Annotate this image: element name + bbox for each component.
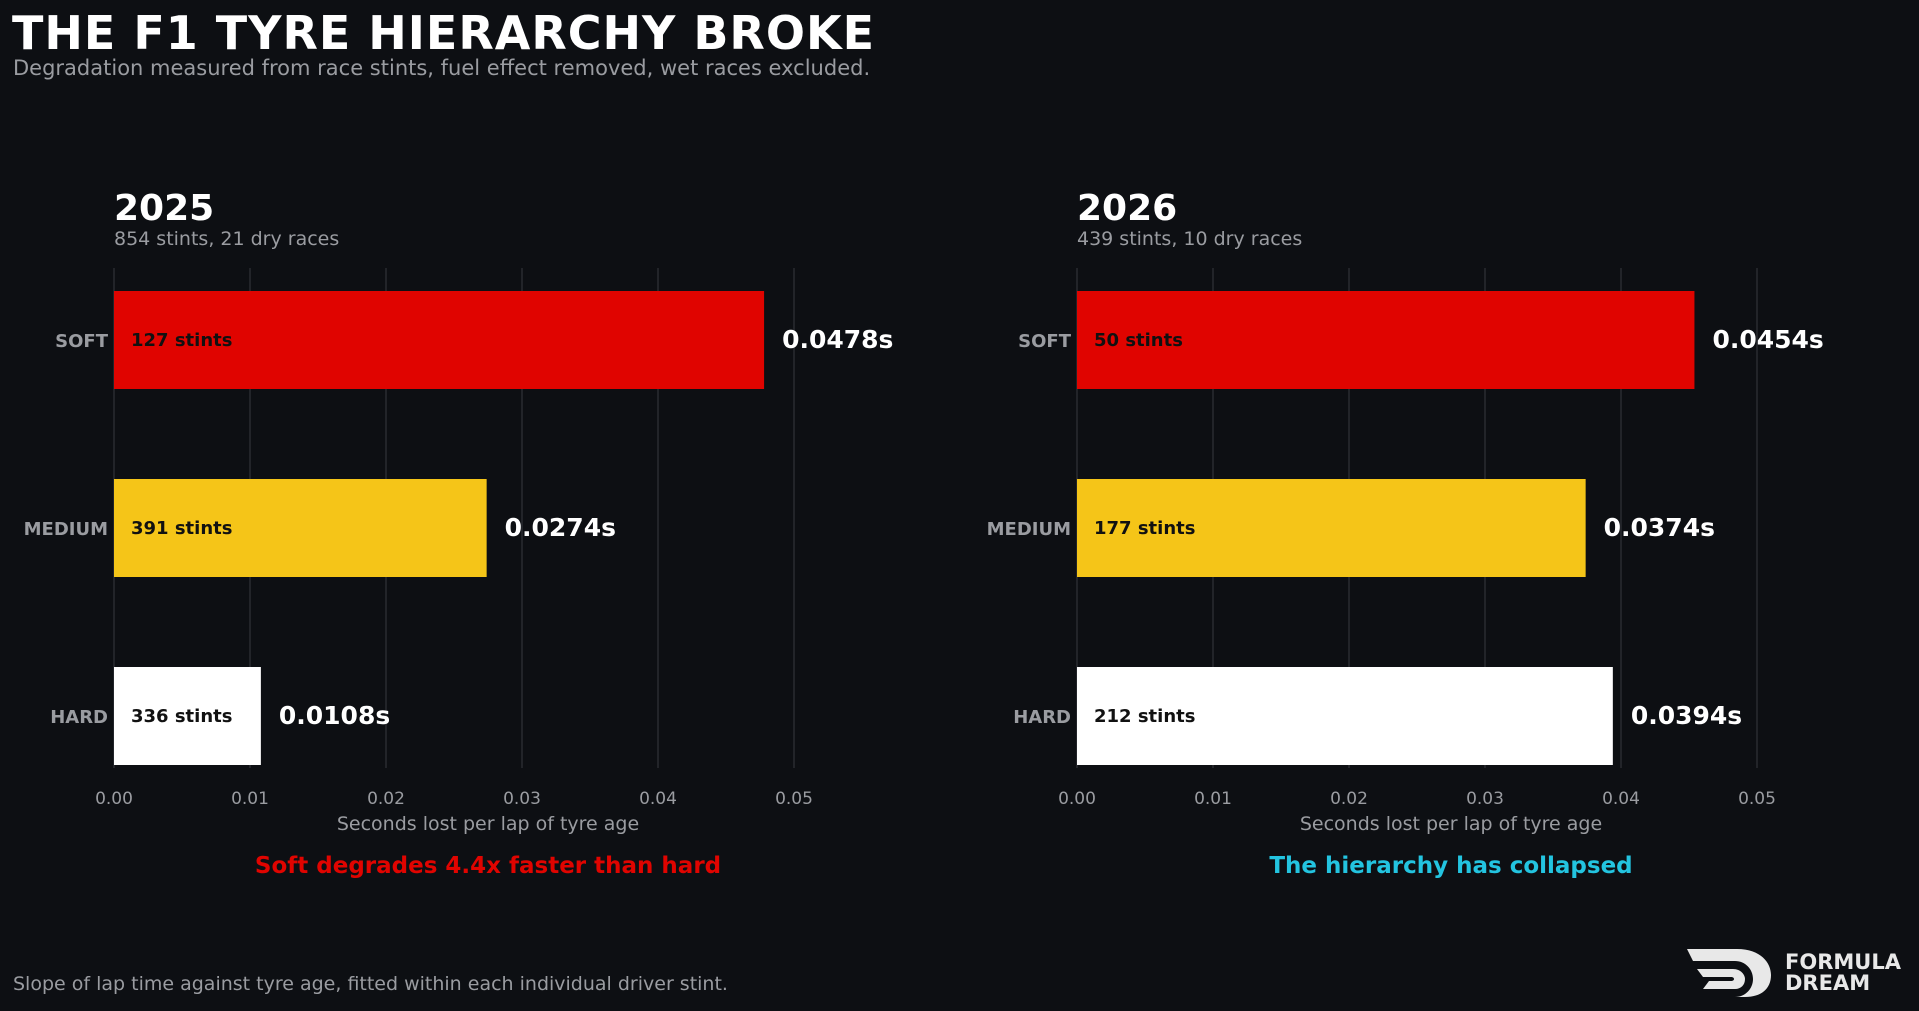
panel-title-2025: 2025 [114, 188, 214, 229]
bar-count-label-soft: 50 stints [1094, 330, 1183, 351]
x-tick-label-1: 0.01 [231, 789, 269, 809]
category-label-soft: SOFT [55, 331, 109, 352]
value-label-medium: 0.0374s [1604, 513, 1715, 542]
x-axis-label: Seconds lost per lap of tyre age [337, 813, 639, 835]
bar-count-label-hard: 336 stints [131, 706, 232, 727]
x-tick-label-2: 0.02 [367, 789, 405, 809]
bar-medium [1077, 479, 1586, 577]
chart-annotation: Soft degrades 4.4x faster than hard [255, 853, 721, 879]
panel-subtitle-2026: 439 stints, 10 dry races [1077, 228, 1302, 250]
x-tick-label-1: 0.01 [1194, 789, 1232, 809]
category-label-hard: HARD [50, 707, 108, 728]
chart-panel-2025: 2025 854 stints, 21 dry races 0.00 0.01 0.02… [0, 180, 960, 900]
x-tick-label-3: 0.03 [1466, 789, 1504, 809]
category-label-medium: MEDIUM [987, 519, 1071, 540]
x-tick-label-5: 0.05 [775, 789, 813, 809]
panel-subtitle-2025: 854 stints, 21 dry races [114, 228, 339, 250]
logo-line-1: FORMULA [1785, 950, 1901, 974]
x-tick-label-0: 0.00 [95, 789, 133, 809]
x-axis-label: Seconds lost per lap of tyre age [1300, 813, 1602, 835]
category-label-soft: SOFT [1018, 331, 1072, 352]
category-label-medium: MEDIUM [24, 519, 108, 540]
panel-title-2026: 2026 [1077, 188, 1177, 229]
x-tick-label-3: 0.03 [503, 789, 541, 809]
x-tick-label-4: 0.04 [639, 789, 677, 809]
page-title: THE F1 TYRE HIERARCHY BROKE [12, 6, 876, 60]
value-label-hard: 0.0108s [279, 701, 390, 730]
formula-dream-logo-text: FORMULA DREAM [1785, 952, 1901, 994]
value-label-medium: 0.0274s [505, 513, 616, 542]
chart-annotation: The hierarchy has collapsed [1269, 853, 1632, 879]
footnote: Slope of lap time against tyre age, fitt… [13, 973, 728, 995]
bar-hard [114, 667, 261, 765]
chart-panel-2026: 2026 439 stints, 10 dry races 0.00 0.01 0.02… [963, 180, 1919, 900]
page-subtitle: Degradation measured from race stints, f… [13, 56, 871, 80]
formula-dream-logo: FORMULA DREAM [1685, 945, 1910, 1001]
x-tick-label-5: 0.05 [1738, 789, 1776, 809]
logo-line-2: DREAM [1785, 971, 1871, 995]
value-label-soft: 0.0478s [782, 325, 893, 354]
x-tick-label-4: 0.04 [1602, 789, 1640, 809]
bar-medium [114, 479, 487, 577]
bar-soft [1077, 291, 1695, 389]
bar-count-label-soft: 127 stints [131, 330, 232, 351]
value-label-soft: 0.0454s [1712, 325, 1823, 354]
bar-count-label-medium: 391 stints [131, 518, 232, 539]
value-label-hard: 0.0394s [1631, 701, 1742, 730]
bar-count-label-medium: 177 stints [1094, 518, 1195, 539]
x-tick-label-2: 0.02 [1330, 789, 1368, 809]
category-label-hard: HARD [1013, 707, 1071, 728]
bar-soft [114, 291, 765, 389]
bar-count-label-hard: 212 stints [1094, 706, 1195, 727]
bar-hard [1077, 667, 1613, 765]
x-tick-label-0: 0.00 [1058, 789, 1096, 809]
formula-dream-logo-icon [1687, 949, 1771, 997]
